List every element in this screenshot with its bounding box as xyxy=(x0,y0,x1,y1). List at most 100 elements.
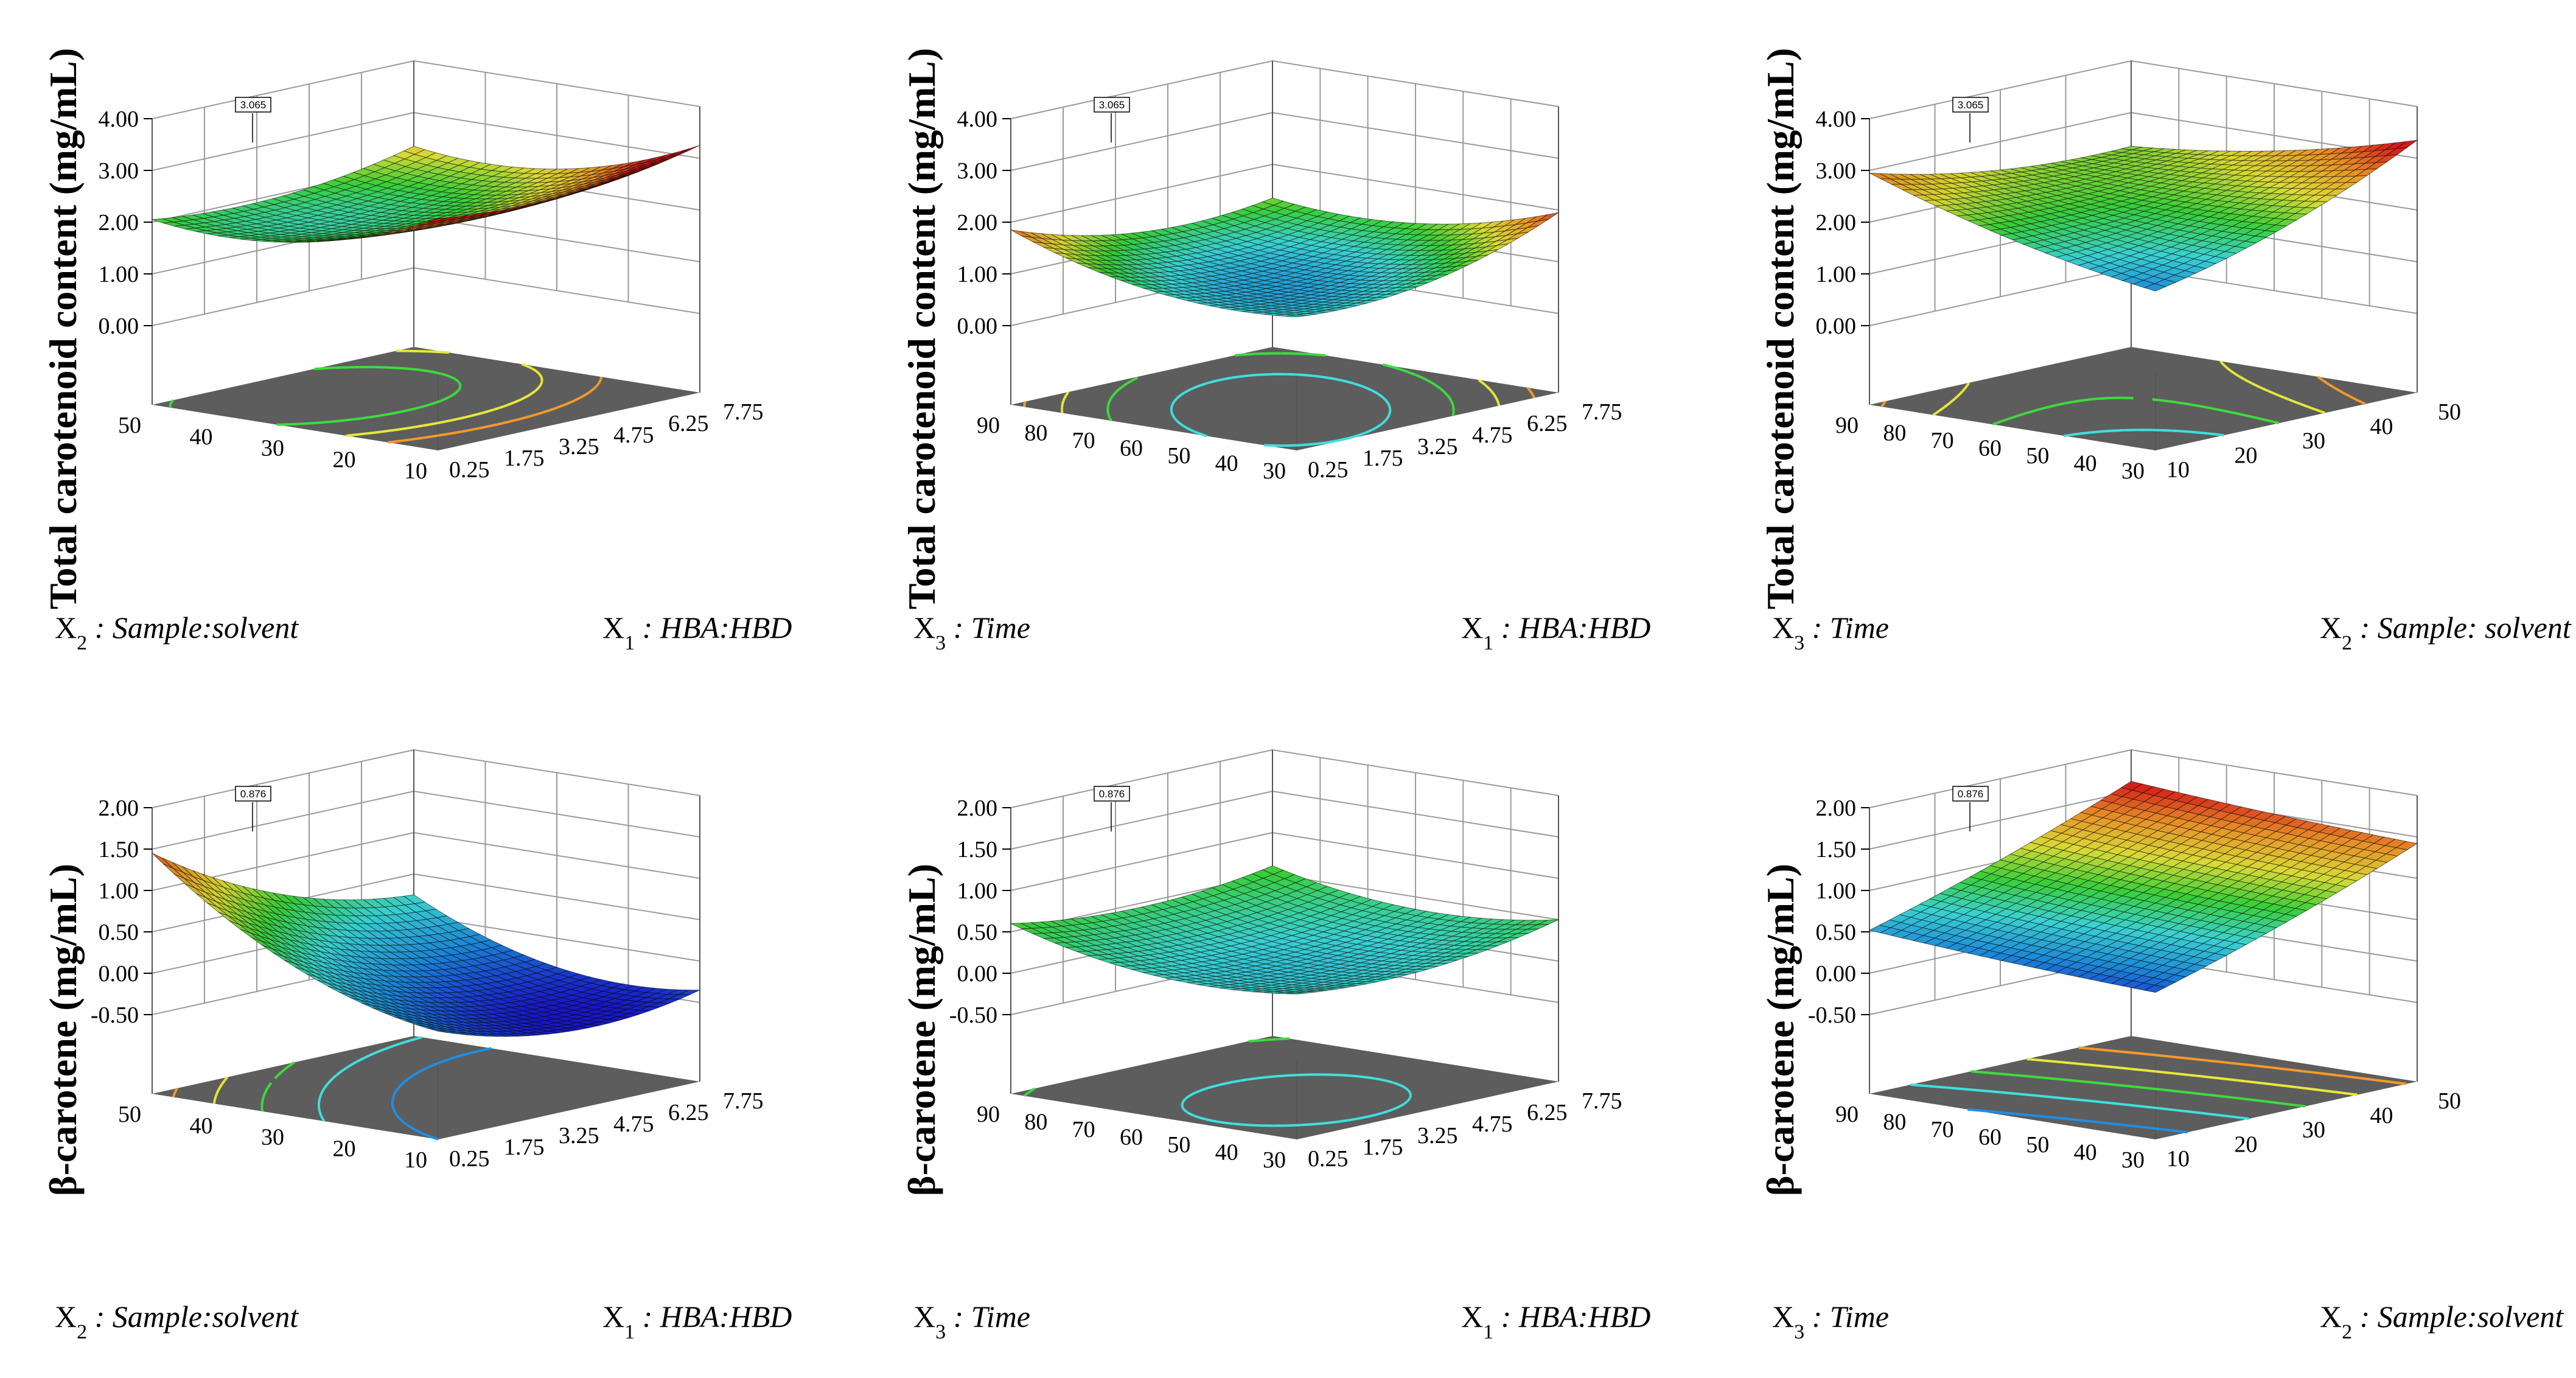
y-tick-label: 80 xyxy=(1024,421,1047,446)
x-axis: 10 20 30 40 50 xyxy=(2166,1088,2461,1172)
y-tick-label: 70 xyxy=(1072,1117,1095,1142)
y-axis: 30 40 50 60 70 80 90 xyxy=(1835,413,2145,484)
y-axis-title: X2 : Sample:solvent xyxy=(55,1299,299,1343)
y-tick-label: 50 xyxy=(1167,1132,1190,1158)
optimum-flag-value: 0.876 xyxy=(1958,788,1984,800)
optimum-flag-value: 0.876 xyxy=(240,788,267,800)
x-axis: 0.25 1.75 3.25 4.75 6.25 7.75 xyxy=(449,1088,764,1172)
y-tick-label: 30 xyxy=(261,1125,284,1150)
optimum-flag xyxy=(1094,97,1130,113)
z-tick-label: 0.50 xyxy=(99,920,139,945)
z-tick-label: 1.00 xyxy=(99,262,139,287)
x-tick-label: 7.75 xyxy=(723,399,764,425)
z-axis-title: β-carotene (mg/mL) xyxy=(900,864,943,1196)
x-axis-title: X1 : HBA:HBD xyxy=(602,1299,792,1343)
y-axis-title: X3 : Time xyxy=(1772,610,1889,654)
response-surface xyxy=(1010,197,1559,318)
x-tick-label: 10 xyxy=(2166,457,2190,483)
y-tick-label: 40 xyxy=(190,424,213,450)
x-tick-label: 1.75 xyxy=(1363,1135,1403,1160)
x-tick-label: 30 xyxy=(2302,428,2325,454)
x-tick-label: 6.25 xyxy=(668,411,709,436)
y-tick-label: 50 xyxy=(2026,443,2049,469)
x-tick-label: 0.25 xyxy=(1308,1146,1349,1172)
chart-svg: -0.50 0.00 0.50 1.00 1.50 2.00 10 20 30 40 50 30 40 5… xyxy=(1759,749,2564,1343)
y-tick-label: 30 xyxy=(1263,458,1286,484)
z-tick-label: 1.50 xyxy=(1816,837,1857,862)
y-tick-label: 50 xyxy=(118,1102,141,1127)
z-tick-label: 4.00 xyxy=(957,107,998,132)
z-axis-title: β-carotene (mg/mL) xyxy=(41,864,85,1196)
z-axis: -0.50 0.00 0.50 1.00 1.50 2.00 xyxy=(949,796,1011,1028)
y-tick-label: 90 xyxy=(1835,413,1859,438)
y-tick-label: 60 xyxy=(1120,436,1143,461)
z-axis-title: Total carotenoid content (mg/mL) xyxy=(900,48,943,610)
y-axis-title: X3 : Time xyxy=(1772,1299,1889,1343)
y-tick-label: 60 xyxy=(1978,436,2002,461)
y-axis-title: X2 : Sample:solvent xyxy=(55,610,299,654)
panel-tcc-x1-x3: 0.00 1.00 2.00 3.00 4.00 0.25 1.75 3.25 4.75 6.25… xyxy=(859,0,1717,689)
z-tick-label: 2.00 xyxy=(1816,796,1857,821)
chart-svg: -0.50 0.00 0.50 1.00 1.50 2.00 0.25 1.75 3.25 4.7… xyxy=(41,749,792,1343)
z-axis-title: Total carotenoid content (mg/mL) xyxy=(41,48,85,610)
floor-plane xyxy=(152,1036,700,1139)
z-tick-label: 3.00 xyxy=(957,158,998,184)
z-tick-label: 2.00 xyxy=(99,796,139,821)
x-tick-label: 3.25 xyxy=(1417,434,1458,460)
z-tick-label: 0.00 xyxy=(1816,313,1857,339)
response-surface xyxy=(1869,139,2418,292)
x-tick-label: 6.25 xyxy=(668,1100,709,1125)
y-tick-label: 40 xyxy=(1215,1140,1238,1166)
y-tick-label: 90 xyxy=(977,413,1000,438)
y-tick-label: 50 xyxy=(1167,443,1190,469)
x-tick-label: 40 xyxy=(2370,414,2393,439)
x-tick-label: 50 xyxy=(2438,399,2461,425)
x-axis: 0.25 1.75 3.25 4.75 6.25 7.75 xyxy=(449,399,764,483)
y-tick-label: 30 xyxy=(261,436,284,461)
y-tick-label: 20 xyxy=(333,447,356,472)
x-tick-label: 4.75 xyxy=(1472,422,1513,448)
x-axis: 10 20 30 40 50 xyxy=(2166,399,2461,483)
y-tick-label: 30 xyxy=(1263,1147,1286,1173)
x-tick-label: 20 xyxy=(2235,442,2258,468)
optimum-flag xyxy=(1952,97,1989,113)
y-tick-label: 30 xyxy=(2121,458,2145,484)
chart-svg: 0.00 1.00 2.00 3.00 4.00 0.25 1.75 3.25 4.75 6.25… xyxy=(41,48,792,654)
floor-contours xyxy=(169,349,602,444)
x-axis: 0.25 1.75 3.25 4.75 6.25 7.75 xyxy=(1308,399,1622,483)
z-tick-label: 0.00 xyxy=(99,961,139,987)
z-tick-label: 0.00 xyxy=(957,313,998,339)
y-tick-label: 90 xyxy=(977,1102,1000,1127)
x-axis: 0.25 1.75 3.25 4.75 6.25 7.75 xyxy=(1308,1088,1622,1172)
z-tick-label: -0.50 xyxy=(949,1002,997,1028)
z-tick-label: 0.50 xyxy=(957,920,998,945)
x-tick-label: 7.75 xyxy=(723,1088,764,1114)
z-tick-label: 1.00 xyxy=(1816,878,1857,904)
x-axis-title: X2 : Sample:solvent xyxy=(2320,1299,2564,1343)
y-tick-label: 40 xyxy=(190,1113,213,1139)
y-axis: 30 40 50 60 70 80 90 xyxy=(977,1102,1286,1173)
x-tick-label: 20 xyxy=(2235,1131,2258,1157)
x-axis-title: X2 : Sample: solvent xyxy=(2320,610,2572,654)
optimum-flag xyxy=(235,97,271,113)
y-axis-title: X3 : Time xyxy=(913,1299,1030,1343)
floor-contours xyxy=(1023,1037,1412,1127)
optimum-flag-value: 3.065 xyxy=(1099,99,1125,111)
z-tick-label: 1.00 xyxy=(957,262,998,287)
z-tick-label: 0.50 xyxy=(1816,920,1857,945)
panel-bc-x1-x2: -0.50 0.00 0.50 1.00 1.50 2.00 0.25 1.75 3.25 4.7… xyxy=(0,689,859,1378)
z-tick-label: 3.00 xyxy=(1816,158,1857,184)
surface-cell xyxy=(427,217,449,223)
chart-svg: 0.00 1.00 2.00 3.00 4.00 10 20 30 40 50 30 40 50 60 70… xyxy=(1759,48,2572,654)
floor-plane xyxy=(1011,347,1559,450)
y-axis-title: X3 : Time xyxy=(913,610,1030,654)
chart-svg: -0.50 0.00 0.50 1.00 1.50 2.00 0.25 1.75 3.25 4.7… xyxy=(900,749,1650,1343)
x-axis-title: X1 : HBA:HBD xyxy=(1461,1299,1650,1343)
y-tick-label: 80 xyxy=(1024,1110,1047,1135)
y-tick-label: 60 xyxy=(1120,1125,1143,1150)
z-axis-title: Total carotenoid content (mg/mL) xyxy=(1759,48,1802,610)
floor-contours xyxy=(172,1036,492,1141)
panel-tcc-x1-x2: 0.00 1.00 2.00 3.00 4.00 0.25 1.75 3.25 4.75 6.25… xyxy=(0,0,859,689)
z-tick-label: 0.00 xyxy=(957,961,998,987)
